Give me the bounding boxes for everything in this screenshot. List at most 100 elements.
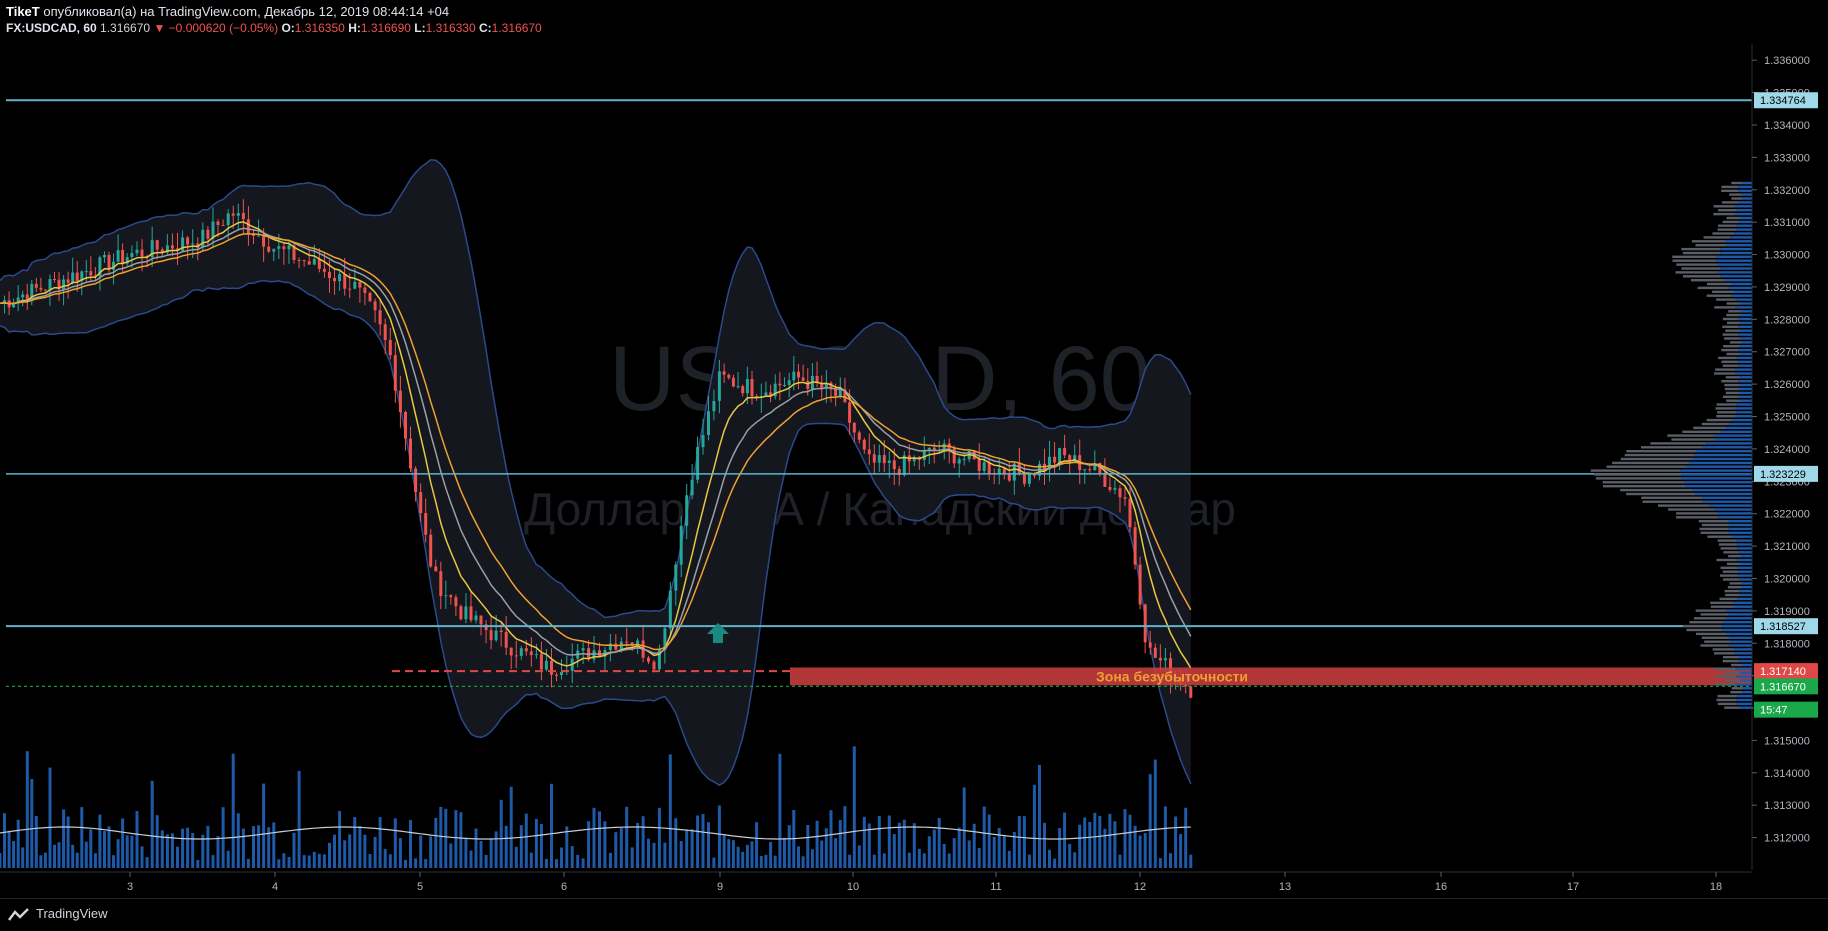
volume-bar [231,753,235,868]
profile-bar-buy [1720,267,1752,270]
volume-bar [80,807,84,868]
candle-body [479,615,483,625]
profile-bar-sell [1707,535,1732,538]
volume-bar [439,806,443,868]
profile-bar-sell [1713,205,1735,208]
volume-bar [797,846,800,868]
volume-bar [834,838,838,868]
candle-body [368,293,372,302]
profile-bar-sell [1721,380,1739,383]
profile-bar-buy [1689,461,1752,465]
candle-body [353,281,357,289]
candle-body [927,447,931,451]
candle-body [348,288,352,290]
volume-bar [343,840,347,868]
tradingview-brand[interactable]: TradingView [8,906,108,922]
volume-bar [66,816,70,868]
candle-body [524,648,528,652]
brand-text: TradingView [36,906,108,921]
volume-bar [3,813,6,868]
volume-bar [1068,843,1072,868]
volume-bar [592,807,596,868]
volume-bar [71,844,75,868]
profile-bar-buy [1735,407,1752,410]
ma-fast-line [0,221,1192,669]
candle-body [727,374,731,378]
profile-bar-sell [1658,504,1710,507]
candle-body [231,213,235,216]
profile-bar-sell [1727,562,1741,566]
profile-bar-buy [1728,644,1752,647]
candle-body [783,385,786,386]
candle-body [560,671,563,675]
candle-body [608,643,612,650]
profile-bar-buy [1742,181,1752,185]
volume-bar [534,818,538,868]
volume-bar [992,837,996,868]
profile-bar-buy [1724,279,1752,282]
time-axis[interactable]: 3 4 5 6 9 10 11 12 13 16 17 18 [0,871,1752,893]
time-tick-label: 3 [127,881,133,893]
volume-bar [155,815,159,868]
volume-bar [429,836,433,868]
price-tick-label: 1.327000 [1764,347,1810,359]
candle-body [1032,474,1036,476]
candle-body [186,237,190,245]
profile-bar-buy [1680,473,1752,476]
profile-bar-buy [1720,251,1752,255]
profile-bar-buy [1721,275,1752,278]
profile-bar-buy [1735,306,1752,309]
volume-bar [1113,821,1117,868]
candle-body [529,651,533,656]
candle-body [997,468,1001,474]
candle-body [12,303,16,308]
profile-bar-sell [1712,232,1735,235]
footer-bar: TradingView [0,898,1828,931]
profile-bar-sell [1726,399,1741,402]
profile-bar-buy [1742,197,1752,200]
breakeven-zone[interactable]: Зона безубыточности [790,667,1752,686]
profile-bar-buy [1728,613,1752,616]
candle-body [544,660,548,670]
candle-body [267,246,271,252]
bollinger-bands [0,159,1192,786]
volume-bar [668,754,672,868]
profile-bar-sell [1715,675,1736,678]
candle-body [1103,473,1107,487]
volume-bar [897,822,901,868]
time-tick-label: 17 [1567,881,1579,893]
candle-body [363,287,367,293]
volume-bar [907,852,911,868]
profile-bar-sell [1710,601,1734,604]
candle-body [857,432,861,440]
profile-bar-buy [1738,201,1752,204]
candle-body [1002,468,1006,474]
time-tick-label: 13 [1279,881,1291,893]
horizontal-levels[interactable] [6,99,1752,687]
profile-bar-sell [1602,481,1685,484]
profile-bar-sell [1699,527,1729,531]
volume-bar [731,840,735,868]
volume-bar [657,807,661,868]
profile-bar-buy [1730,640,1752,643]
profile-bar-sell [1667,434,1714,437]
time-tick-label: 16 [1435,881,1447,893]
ohlc-legend: FX:USDCAD, 60 1.316670 ▼ −0.000620 (−0.0… [6,21,542,35]
volume-bar [887,815,891,868]
profile-bar-buy [1736,228,1752,231]
price-axis[interactable]: 1.3360001.3350001.3340001.3330001.332000… [1751,44,1818,870]
profile-bar-sell [1728,554,1742,558]
candle-body [112,261,115,270]
profile-bar-buy [1737,597,1752,601]
price-badge-label: 15:47 [1760,705,1788,717]
candle-body [722,371,726,375]
level-price-badge [1754,465,1818,482]
candle-body [322,268,326,272]
profile-bar-buy [1739,387,1752,391]
volume-bar [302,855,306,868]
profile-bar-sell [1712,290,1735,293]
volume-bar [121,818,125,868]
candle-body [57,279,61,290]
volume-bar [565,826,569,868]
